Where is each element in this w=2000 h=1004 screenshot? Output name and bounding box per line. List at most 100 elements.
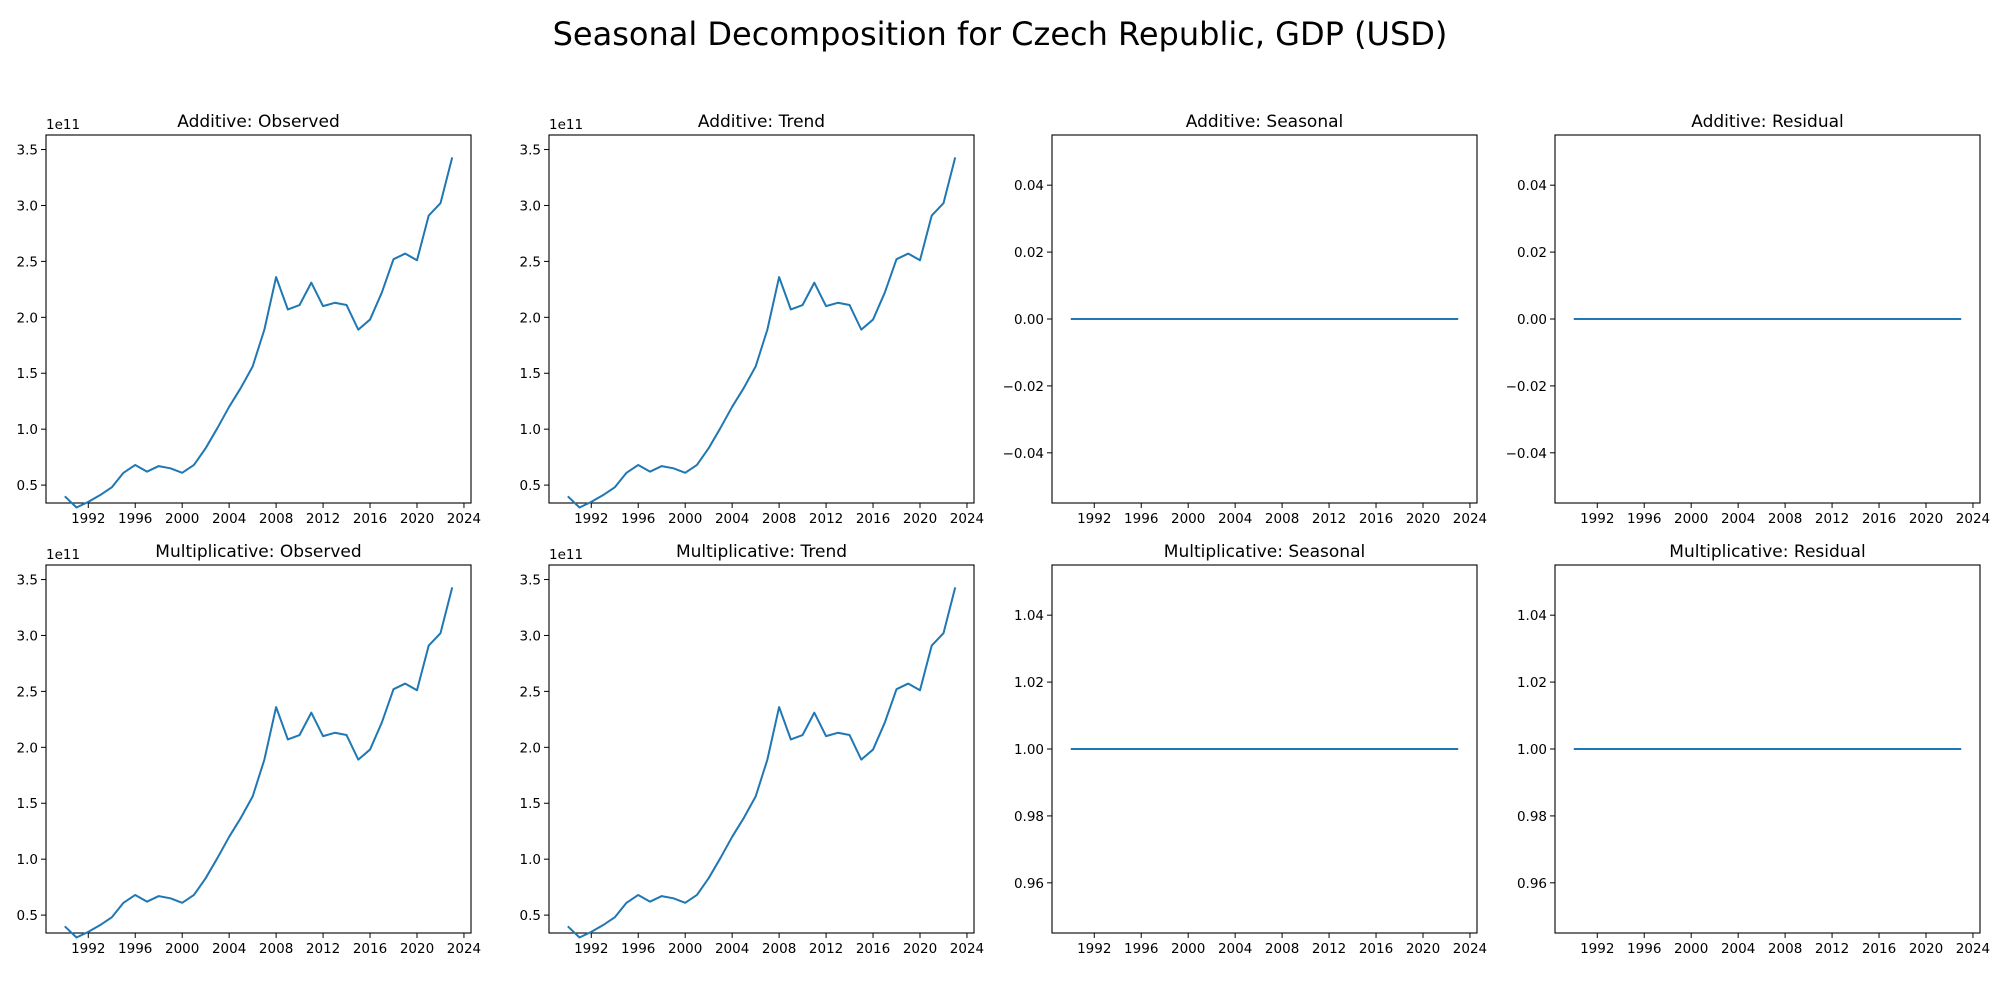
axis-offset-label: 1e11 [549,547,583,563]
y-tick-label: −0.04 [1506,446,1547,462]
y-tick-label: 1.00 [1517,742,1547,758]
x-tick-label: 2020 [400,511,434,527]
subplot-grid: Additive: Observed 1e11 1992 1996 2000 2004 20… [17,112,1991,957]
y-tick-label: 0.5 [520,908,541,924]
x-tick-label: 2008 [1265,941,1299,957]
y-tick-label: 0.5 [17,478,38,494]
x-tick-label: 2012 [1815,941,1849,957]
x-tick-label: 2012 [1815,511,1849,527]
x-tick-label: 2020 [1406,941,1440,957]
y-tick-label: −0.04 [1003,446,1044,462]
x-tick-label: 2016 [353,941,387,957]
x-tick-label: 2024 [447,511,481,527]
y-tick-label: 0.96 [1517,876,1547,892]
y-tick-label: 1.5 [17,366,38,382]
x-tick-label: 1992 [1077,941,1111,957]
x-tick-label: 2024 [950,941,984,957]
x-tick-label: 2016 [856,941,890,957]
y-tick-label: 3.5 [520,143,541,159]
x-tick-label: 2012 [306,941,340,957]
y-tick-label: 3.0 [520,198,541,214]
axis-offset-label: 1e11 [46,547,80,563]
y-tick-label: 1.00 [1014,742,1044,758]
axes-frame [45,134,472,504]
x-tick-label: 1996 [118,941,152,957]
x-tick-label: 1996 [1627,511,1661,527]
x-tick-label: 2008 [1265,511,1299,527]
x-tick-label: 1992 [1580,941,1614,957]
x-tick-label: 1992 [1580,511,1614,527]
y-tick-label: 2.5 [520,254,541,270]
y-tick-label: 0.5 [17,908,38,924]
x-tick-label: 1992 [574,511,608,527]
series-line [64,587,454,939]
x-tick-label: 1996 [621,511,655,527]
axis-offset-label: 1e11 [549,117,583,133]
y-tick-label: −0.02 [1003,379,1044,395]
subplot-1: Additive: Observed 1e11 1992 1996 2000 2004 20… [17,112,482,527]
x-tick-label: 2016 [1862,941,1896,957]
y-tick-label: 1.0 [520,422,541,438]
subplot-2: Additive: Trend 1e11 1992 1996 2000 2004 2008 2… [520,112,985,527]
x-tick-label: 2024 [1453,511,1487,527]
x-tick-label: 2008 [762,511,796,527]
figure-title: Seasonal Decomposition for Czech Republi… [553,15,1448,53]
subplot-title: Additive: Observed [177,112,339,132]
x-tick-label: 2000 [1674,511,1708,527]
y-tick-label: 0.04 [1014,178,1044,194]
x-tick-label: 1992 [574,941,608,957]
subplot-4: Additive: Residual 1992 1996 2000 2004 2008 20… [1506,112,1991,527]
x-tick-label: 1996 [1627,941,1661,957]
subplot-title: Multiplicative: Seasonal [1164,542,1365,562]
y-tick-label: 0.00 [1517,312,1547,328]
y-tick-label: 2.0 [520,740,541,756]
x-tick-label: 2024 [1956,941,1990,957]
axes-frame [548,134,975,504]
x-tick-label: 2016 [856,511,890,527]
x-tick-label: 2020 [1406,511,1440,527]
y-tick-label: 1.04 [1014,608,1044,624]
x-tick-label: 2008 [259,941,293,957]
y-tick-label: 0.98 [1014,809,1044,825]
x-tick-label: 2024 [950,511,984,527]
y-tick-label: 1.02 [1517,675,1547,691]
y-tick-label: 2.0 [17,310,38,326]
axes-frame [45,564,472,934]
x-tick-label: 2024 [1453,941,1487,957]
x-tick-label: 2004 [212,941,246,957]
x-tick-label: 1992 [1077,511,1111,527]
y-tick-label: 3.0 [17,628,38,644]
y-tick-label: 0.02 [1014,245,1044,261]
series-line [64,157,454,509]
y-tick-label: 2.0 [17,740,38,756]
x-tick-label: 2000 [1674,941,1708,957]
x-tick-label: 2016 [1862,511,1896,527]
y-tick-label: 0.02 [1517,245,1547,261]
subplot-title: Additive: Seasonal [1186,112,1344,132]
x-tick-label: 2020 [400,941,434,957]
y-tick-label: 1.5 [520,366,541,382]
x-tick-label: 2012 [1312,511,1346,527]
x-tick-label: 2020 [1909,511,1943,527]
subplot-5: Multiplicative: Observed 1e11 1992 1996 2000… [17,542,482,957]
y-tick-label: 3.5 [17,573,38,589]
y-tick-label: 0.00 [1014,312,1044,328]
x-tick-label: 2008 [762,941,796,957]
x-tick-label: 2000 [668,941,702,957]
x-tick-label: 2004 [715,941,749,957]
subplot-title: Multiplicative: Residual [1669,542,1865,562]
y-tick-label: −0.02 [1506,379,1547,395]
axes-frame [548,564,975,934]
x-tick-label: 2016 [1359,511,1393,527]
y-tick-label: 1.5 [520,796,541,812]
subplot-title: Additive: Trend [698,112,825,132]
x-tick-label: 2004 [715,511,749,527]
x-tick-label: 2012 [809,511,843,527]
x-tick-label: 2008 [1768,941,1802,957]
x-tick-label: 2004 [1721,941,1755,957]
x-tick-label: 2000 [1171,941,1205,957]
x-tick-label: 2004 [212,511,246,527]
x-tick-label: 2020 [1909,941,1943,957]
x-tick-label: 2020 [903,511,937,527]
